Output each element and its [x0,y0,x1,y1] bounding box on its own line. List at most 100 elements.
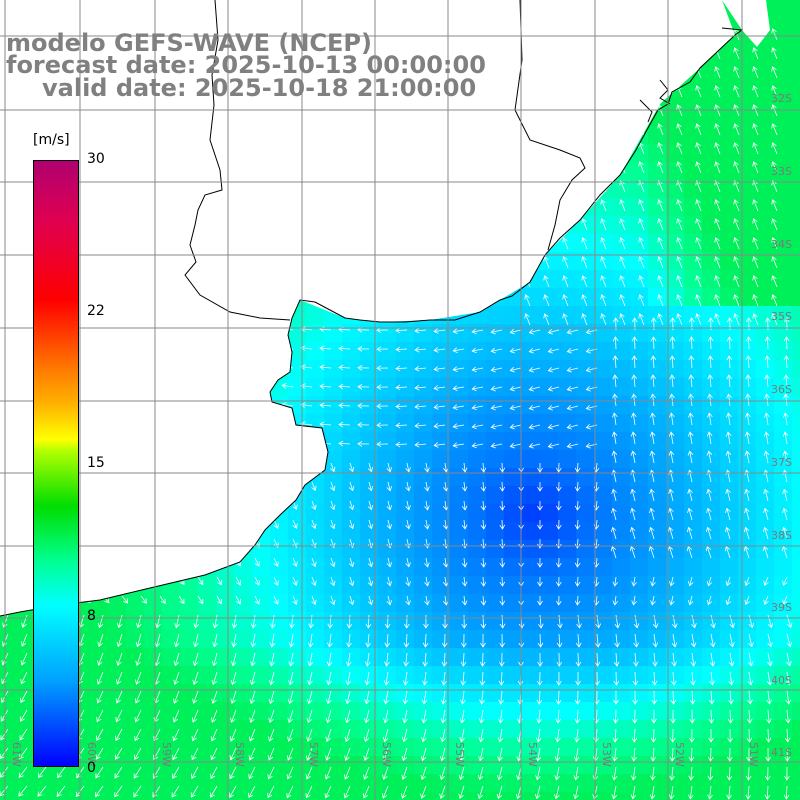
speed-cell [684,234,703,253]
speed-cell [468,738,487,757]
wind-arrow [671,652,677,667]
wind-arrow [178,595,185,605]
speed-cell [792,540,800,559]
speed-cell [648,702,667,721]
wind-arrow [765,747,771,762]
speed-cell [252,756,271,775]
speed-cell [432,594,451,613]
speed-cell [270,666,289,685]
wind-arrow [771,237,778,250]
speed-cell [792,666,800,685]
speed-cell [234,702,253,721]
colorbar-tick-15: 15 [87,455,105,471]
speed-cell [684,486,703,505]
wind-arrow [311,500,317,511]
wind-arrow [612,595,619,606]
speed-cell [774,540,793,559]
wind-arrow [509,328,522,335]
speed-cell [342,324,361,343]
wind-arrow [556,671,562,686]
speed-cell [756,126,775,145]
wind-arrow [537,614,544,629]
speed-cell [432,450,451,469]
speed-cell [576,774,595,793]
speed-cell [504,702,523,721]
wind-arrow [687,595,694,606]
speed-cell [558,792,577,800]
wind-arrow [478,728,485,743]
wind-arrow [452,328,465,334]
wind-arrow [785,709,791,724]
wind-arrow [319,364,332,371]
speed-cell [612,360,631,379]
wind-arrow [414,403,427,410]
speed-cell [252,576,271,595]
wind-arrow [733,85,740,98]
speed-cell [540,378,559,397]
speed-cell [774,90,793,109]
wind-arrow [421,728,427,743]
speed-cell [450,576,469,595]
speed-cell [450,702,469,721]
wind-arrow [136,614,142,629]
wind-arrow [555,690,562,705]
wind-arrow [747,652,754,667]
speed-cell [342,504,361,523]
speed-cell [216,756,235,775]
wind-arrow [364,709,370,724]
wind-arrow [657,313,664,326]
wind-arrow [782,576,788,586]
wind-arrow [211,690,218,704]
speed-cell [666,702,685,721]
wind-arrow [676,237,683,250]
speed-cell [594,396,613,415]
speed-cell [360,684,379,703]
wind-arrow [330,557,336,568]
wind-arrow [745,785,752,800]
speed-cell [342,774,361,793]
speed-cell [234,648,253,667]
wind-arrow [192,652,199,667]
speed-cell [666,468,685,487]
speed-cell [792,594,800,613]
wind-arrow [480,481,487,492]
wind-arrow [669,595,675,606]
speed-cell [594,702,613,721]
wind-arrow [613,690,619,705]
speed-cell [720,738,739,757]
wind-arrow [547,424,560,430]
wind-arrow [687,488,693,502]
speed-cell [306,504,325,523]
speed-cell [378,756,397,775]
wind-arrow [20,671,28,685]
wind-arrow [728,652,735,667]
speed-cell [702,360,721,379]
speed-cell [702,198,721,217]
wind-arrow [752,218,759,231]
wind-arrow [345,690,351,705]
wind-arrow [376,422,389,429]
wind-arrow [528,328,541,335]
wind-arrow [381,785,389,799]
speed-cell [504,468,523,487]
speed-cell [414,684,433,703]
speed-cell [774,18,793,37]
speed-cell [162,792,181,800]
speed-cell [522,630,541,649]
wind-arrow [782,431,789,445]
wind-arrow [307,671,313,686]
speed-cell [774,72,793,91]
speed-cell [450,324,469,343]
speed-cell [396,486,415,505]
wind-arrow [231,633,237,648]
speed-cell [522,306,541,325]
wind-arrow [714,256,721,269]
speed-cell [756,522,775,541]
wind-arrow [37,785,47,797]
speed-cell [108,594,127,613]
speed-cell [234,612,253,631]
wind-arrow [306,709,313,724]
wind-arrow [763,431,770,445]
